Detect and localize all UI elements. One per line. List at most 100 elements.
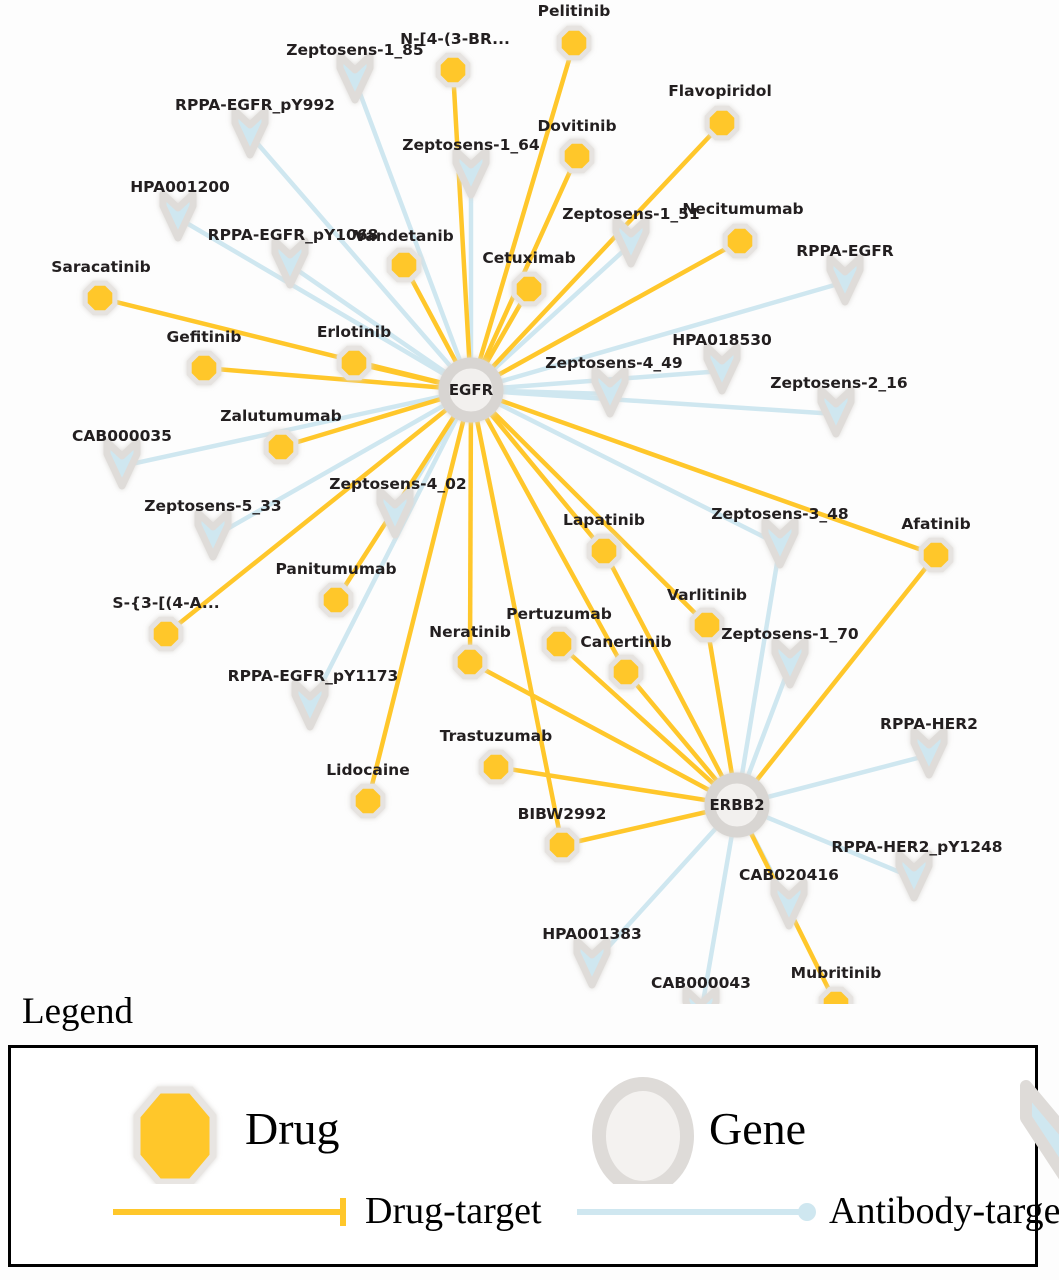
antibody-node[interactable]: [771, 637, 809, 689]
drug-node[interactable]: [559, 138, 595, 174]
node-label: Zeptosens-1_85: [286, 41, 423, 59]
graph-edge: [468, 387, 607, 554]
antibody-node[interactable]: [770, 878, 808, 930]
graph-edge: [468, 279, 848, 393]
drug-node[interactable]: [689, 607, 725, 643]
drug-node[interactable]: [386, 247, 422, 283]
drug-node[interactable]: [263, 429, 299, 465]
node-label: Pertuzumab: [506, 605, 612, 623]
legend-label-drug: Drug: [245, 1103, 340, 1154]
graph-edge: [493, 764, 740, 808]
drug-node[interactable]: [586, 533, 622, 569]
node-label: N-[4-(3-BR...: [400, 30, 510, 48]
node-label: RPPA-EGFR_pY1173: [228, 667, 399, 685]
node-label: Afatinib: [901, 515, 970, 533]
graph-edge: [175, 215, 474, 393]
gene-node[interactable]: [704, 772, 770, 838]
drug-node[interactable]: [722, 223, 758, 259]
node-label: Varlitinib: [667, 586, 747, 604]
drug-node[interactable]: [186, 350, 222, 386]
graph-edge: [467, 387, 474, 665]
antibody-node[interactable]: [376, 487, 414, 539]
antibody-node[interactable]: [159, 190, 197, 242]
antibody-node[interactable]: [103, 438, 141, 490]
graph-edge: [278, 387, 474, 450]
legend-label-gene: Gene: [709, 1103, 807, 1154]
node-label: Zeptosens-2_16: [770, 374, 907, 392]
graph-edge: [468, 40, 577, 393]
graph-edge: [734, 752, 932, 808]
node-label: HPA001200: [130, 178, 230, 196]
antibody-node[interactable]: [703, 343, 741, 395]
graph-edge: [287, 262, 474, 393]
node-label: RPPA-HER2_pY1248: [831, 838, 1002, 856]
node-label: S-{3-[(4-A...: [112, 594, 219, 612]
node-label: Saracatinib: [51, 258, 151, 276]
drug-node[interactable]: [435, 52, 471, 88]
antibody-node[interactable]: [761, 517, 799, 569]
graph-edge: [734, 552, 939, 808]
node-label: Necitumumab: [682, 200, 803, 218]
graph-edge: [307, 387, 474, 710]
antibody-node[interactable]: [573, 937, 611, 989]
dot-icon: [577, 1203, 816, 1221]
node-label: Zeptosens-1_70: [721, 625, 859, 643]
node-label: Dovitinib: [537, 117, 616, 135]
graph-edge: [468, 238, 743, 393]
drug-node[interactable]: [350, 783, 386, 819]
node-label: Vandetanib: [354, 227, 454, 245]
graph-edge: [468, 387, 839, 417]
antibody-node[interactable]: [291, 679, 329, 731]
drug-node[interactable]: [452, 644, 488, 680]
node-label: Lidocaine: [326, 761, 409, 779]
antibody-node[interactable]: [817, 386, 855, 438]
antibody-node[interactable]: [895, 850, 933, 902]
node-label: CAB000035: [72, 427, 172, 445]
drug-node[interactable]: [541, 626, 577, 662]
nodes-layer: [82, 25, 954, 1004]
graph-edge: [468, 241, 634, 393]
graph-edge: [468, 387, 629, 675]
legend-item-antibody: Antibody: [1016, 1074, 1059, 1184]
drug-node[interactable]: [148, 616, 184, 652]
graph-edge: [201, 365, 474, 393]
antibody-node[interactable]: [682, 986, 720, 1004]
node-label: Zalutumumab: [220, 407, 341, 425]
antibody-node[interactable]: [336, 52, 374, 104]
drug-node[interactable]: [478, 749, 514, 785]
labels-layer: N-[4-(3-BR... Pelitinib Flavopiridol Doviti…: [51, 2, 1002, 992]
drug-node[interactable]: [704, 105, 740, 141]
node-label: Gefitinib: [167, 328, 242, 346]
node-label: Cetuximab: [482, 249, 575, 267]
node-label: RPPA-EGFR_pY1068: [208, 226, 379, 244]
antibody-node[interactable]: [452, 147, 490, 199]
drug-node[interactable]: [918, 537, 954, 573]
drug-node[interactable]: [608, 654, 644, 690]
antibody-node[interactable]: [231, 107, 269, 159]
drug-node[interactable]: [556, 25, 592, 61]
antibody-node[interactable]: [591, 366, 629, 418]
node-label: BIBW2992: [518, 805, 607, 823]
drug-node[interactable]: [318, 582, 354, 618]
antibody-node[interactable]: [612, 216, 650, 268]
drug-node[interactable]: [336, 345, 372, 381]
node-label: HPA018530: [672, 331, 772, 349]
antibody-node[interactable]: [910, 727, 948, 779]
legend-item-drug-target: Drug-target: [107, 1191, 542, 1231]
gene-node[interactable]: [438, 357, 504, 423]
antibody-node[interactable]: [271, 237, 309, 289]
antibody-node[interactable]: [826, 254, 864, 306]
node-label: Zeptosens-1_51: [562, 205, 699, 223]
legend-item-gene: Gene: [591, 1074, 806, 1184]
graph-canvas: N-[4-(3-BR... Pelitinib Flavopiridol Doviti…: [51, 2, 1003, 1004]
drug-node[interactable]: [818, 986, 854, 1004]
drug-node[interactable]: [511, 271, 547, 307]
antibody-node[interactable]: [194, 509, 232, 561]
graph-svg: N-[4-(3-BR... Pelitinib Flavopiridol Doviti…: [51, 2, 1003, 1004]
chevron-icon: [1020, 1080, 1059, 1180]
node-label: HPA001383: [542, 925, 642, 943]
drug-node[interactable]: [544, 827, 580, 863]
drug-node[interactable]: [82, 280, 118, 316]
legend-title: Legend: [22, 991, 133, 1032]
